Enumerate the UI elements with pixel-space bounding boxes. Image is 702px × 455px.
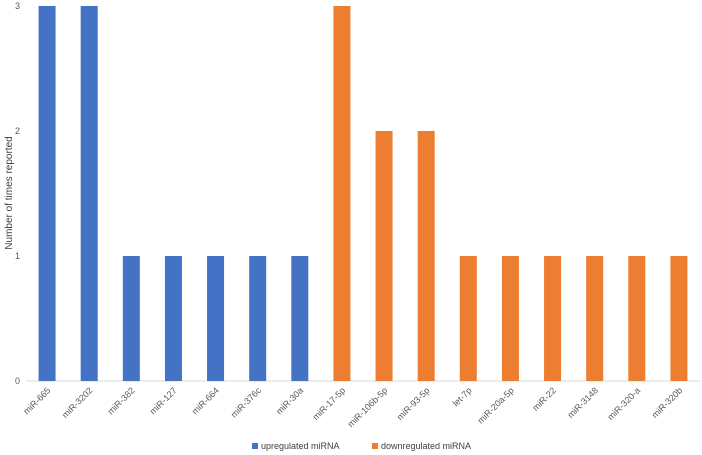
x-tick-label: miR-320-a — [605, 385, 642, 422]
bar-miR-22 — [544, 256, 562, 381]
bar-miR-320b — [670, 256, 688, 381]
x-tick-label: miR-20a-5p — [476, 385, 516, 425]
bar-miR-664 — [207, 256, 225, 381]
x-tick-label: let-7p — [451, 385, 474, 408]
bar-miR-127 — [164, 256, 182, 381]
y-axis-title: Number of times reported — [4, 136, 15, 249]
x-tick-label: miR-376c — [229, 385, 264, 420]
bar-miR-376c — [249, 256, 267, 381]
bar-miR-3202 — [80, 6, 98, 381]
y-tick-label: 0 — [15, 376, 20, 386]
x-axis-ticks: miR-665 miR-3202 miR-382 miR-127 miR-664 miR-… — [21, 385, 684, 429]
legend-label: downregulated miRNA — [381, 441, 471, 451]
x-tick-label: miR-3202 — [60, 385, 95, 420]
x-tick-label: miR-93-5p — [395, 385, 432, 422]
bar-miR-382 — [122, 256, 140, 381]
x-tick-label: miR-17-5p — [311, 385, 348, 422]
x-tick-label: miR-106b-5p — [346, 385, 390, 429]
legend-swatch — [372, 443, 378, 449]
bar-miR-665 — [38, 6, 56, 381]
legend-swatch — [252, 443, 258, 449]
y-tick-label: 2 — [15, 126, 20, 136]
legend-label: upregulated miRNA — [261, 441, 340, 451]
bar-miR-93-5p — [417, 131, 435, 381]
x-tick-label: miR-665 — [21, 385, 52, 416]
x-tick-label: miR-664 — [190, 385, 221, 416]
y-tick-label: 1 — [15, 251, 20, 261]
x-tick-label: miR-3148 — [565, 385, 600, 420]
bar-miR-3148 — [586, 256, 604, 381]
bars — [38, 6, 688, 381]
y-axis-ticks: 0 1 2 3 — [15, 1, 20, 386]
x-tick-label: miR-320b — [650, 385, 685, 420]
x-tick-label: miR-127 — [148, 385, 179, 416]
bar-miR-17-5p — [333, 6, 351, 381]
x-tick-label: miR-22 — [530, 385, 558, 413]
y-tick-label: 3 — [15, 1, 20, 11]
x-tick-label: miR-382 — [106, 385, 137, 416]
bar-miR-320-a — [628, 256, 646, 381]
bar-miR-106b-5p — [375, 131, 393, 381]
bar-miR-20a-5p — [501, 256, 519, 381]
bar-let-7p — [459, 256, 477, 381]
bar-miR-30a — [291, 256, 309, 381]
x-tick-label: miR-30a — [274, 385, 305, 416]
legend: upregulated miRNA downregulated miRNA — [252, 441, 471, 451]
